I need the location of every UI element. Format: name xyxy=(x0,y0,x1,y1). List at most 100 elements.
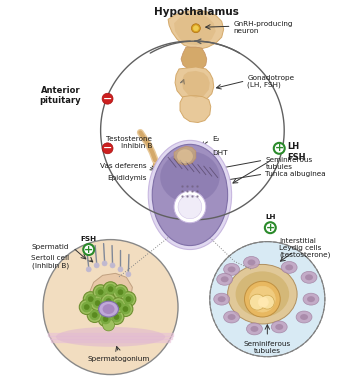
Ellipse shape xyxy=(228,265,297,324)
Polygon shape xyxy=(174,14,216,45)
Ellipse shape xyxy=(285,265,293,270)
Circle shape xyxy=(111,297,126,313)
Text: Epididymis: Epididymis xyxy=(107,175,146,181)
Text: Vas deferens: Vas deferens xyxy=(100,163,146,169)
Circle shape xyxy=(123,307,128,311)
Ellipse shape xyxy=(152,144,228,246)
Circle shape xyxy=(102,143,113,154)
Ellipse shape xyxy=(217,273,233,285)
Ellipse shape xyxy=(98,301,118,317)
Circle shape xyxy=(174,191,206,223)
Ellipse shape xyxy=(228,266,236,273)
Text: LH: LH xyxy=(265,214,275,220)
Ellipse shape xyxy=(305,274,313,280)
Polygon shape xyxy=(182,71,210,98)
Text: Tunica albuginea: Tunica albuginea xyxy=(265,171,326,177)
Ellipse shape xyxy=(303,293,319,305)
Ellipse shape xyxy=(155,160,171,170)
Circle shape xyxy=(83,292,98,307)
Text: +: + xyxy=(266,223,275,233)
Text: GnRH-producing
neuron: GnRH-producing neuron xyxy=(233,21,293,34)
Ellipse shape xyxy=(300,314,308,320)
Circle shape xyxy=(106,284,115,294)
Circle shape xyxy=(82,302,92,312)
Ellipse shape xyxy=(218,296,226,302)
Ellipse shape xyxy=(224,263,240,275)
Text: DHT: DHT xyxy=(212,150,227,156)
Circle shape xyxy=(121,304,130,314)
Ellipse shape xyxy=(248,259,256,265)
Circle shape xyxy=(93,298,102,308)
Polygon shape xyxy=(181,47,207,71)
Circle shape xyxy=(83,244,94,255)
Circle shape xyxy=(86,294,96,304)
Circle shape xyxy=(95,301,100,305)
Circle shape xyxy=(249,286,275,312)
Circle shape xyxy=(193,26,198,31)
Ellipse shape xyxy=(251,326,258,332)
Circle shape xyxy=(101,294,116,308)
Circle shape xyxy=(191,24,200,33)
Circle shape xyxy=(258,297,268,307)
Circle shape xyxy=(114,314,119,319)
Text: LH
FSH: LH FSH xyxy=(287,143,306,162)
Circle shape xyxy=(115,287,125,297)
Circle shape xyxy=(109,310,124,324)
Ellipse shape xyxy=(152,170,170,180)
Circle shape xyxy=(113,285,128,300)
Text: Spermatid: Spermatid xyxy=(31,243,69,249)
Ellipse shape xyxy=(296,311,312,323)
Circle shape xyxy=(274,143,285,154)
Circle shape xyxy=(104,296,114,306)
Circle shape xyxy=(108,287,113,292)
Text: Interstitial
Leydig cells
(testosterone): Interstitial Leydig cells (testosterone) xyxy=(279,238,331,258)
Circle shape xyxy=(102,261,107,266)
Circle shape xyxy=(102,319,114,331)
Circle shape xyxy=(87,308,102,322)
Circle shape xyxy=(121,292,136,307)
Circle shape xyxy=(98,290,103,295)
Text: Anterior
pituitary: Anterior pituitary xyxy=(39,86,81,105)
Ellipse shape xyxy=(148,140,232,249)
Text: Seminiferous
tubules: Seminiferous tubules xyxy=(244,341,291,354)
Circle shape xyxy=(111,312,122,322)
Circle shape xyxy=(86,267,91,272)
Circle shape xyxy=(110,263,115,268)
Ellipse shape xyxy=(301,271,317,283)
Circle shape xyxy=(114,300,123,310)
Circle shape xyxy=(43,240,178,375)
Text: Testosterone
Inhibin B: Testosterone Inhibin B xyxy=(106,136,152,149)
Text: +: + xyxy=(84,245,93,254)
Circle shape xyxy=(96,287,106,297)
Circle shape xyxy=(101,314,110,324)
Ellipse shape xyxy=(247,323,262,335)
Circle shape xyxy=(116,303,121,308)
Polygon shape xyxy=(175,67,214,102)
Circle shape xyxy=(249,294,265,310)
Ellipse shape xyxy=(155,200,171,210)
Circle shape xyxy=(79,300,94,314)
Ellipse shape xyxy=(224,311,240,323)
Text: −: − xyxy=(103,143,112,153)
Circle shape xyxy=(210,242,325,357)
Ellipse shape xyxy=(177,149,193,163)
Circle shape xyxy=(123,294,133,304)
Circle shape xyxy=(178,195,202,219)
Text: −: − xyxy=(103,94,112,104)
Circle shape xyxy=(126,297,131,302)
Ellipse shape xyxy=(271,321,287,333)
Ellipse shape xyxy=(281,262,297,273)
Polygon shape xyxy=(174,146,196,165)
Polygon shape xyxy=(180,96,211,122)
Polygon shape xyxy=(89,273,132,315)
Ellipse shape xyxy=(102,304,114,314)
Circle shape xyxy=(98,311,113,327)
Ellipse shape xyxy=(244,257,260,268)
Circle shape xyxy=(102,93,113,104)
Ellipse shape xyxy=(228,314,236,320)
Ellipse shape xyxy=(158,209,172,217)
Text: FSH: FSH xyxy=(81,235,97,242)
Ellipse shape xyxy=(151,180,169,190)
Circle shape xyxy=(93,285,108,300)
Circle shape xyxy=(118,267,123,272)
